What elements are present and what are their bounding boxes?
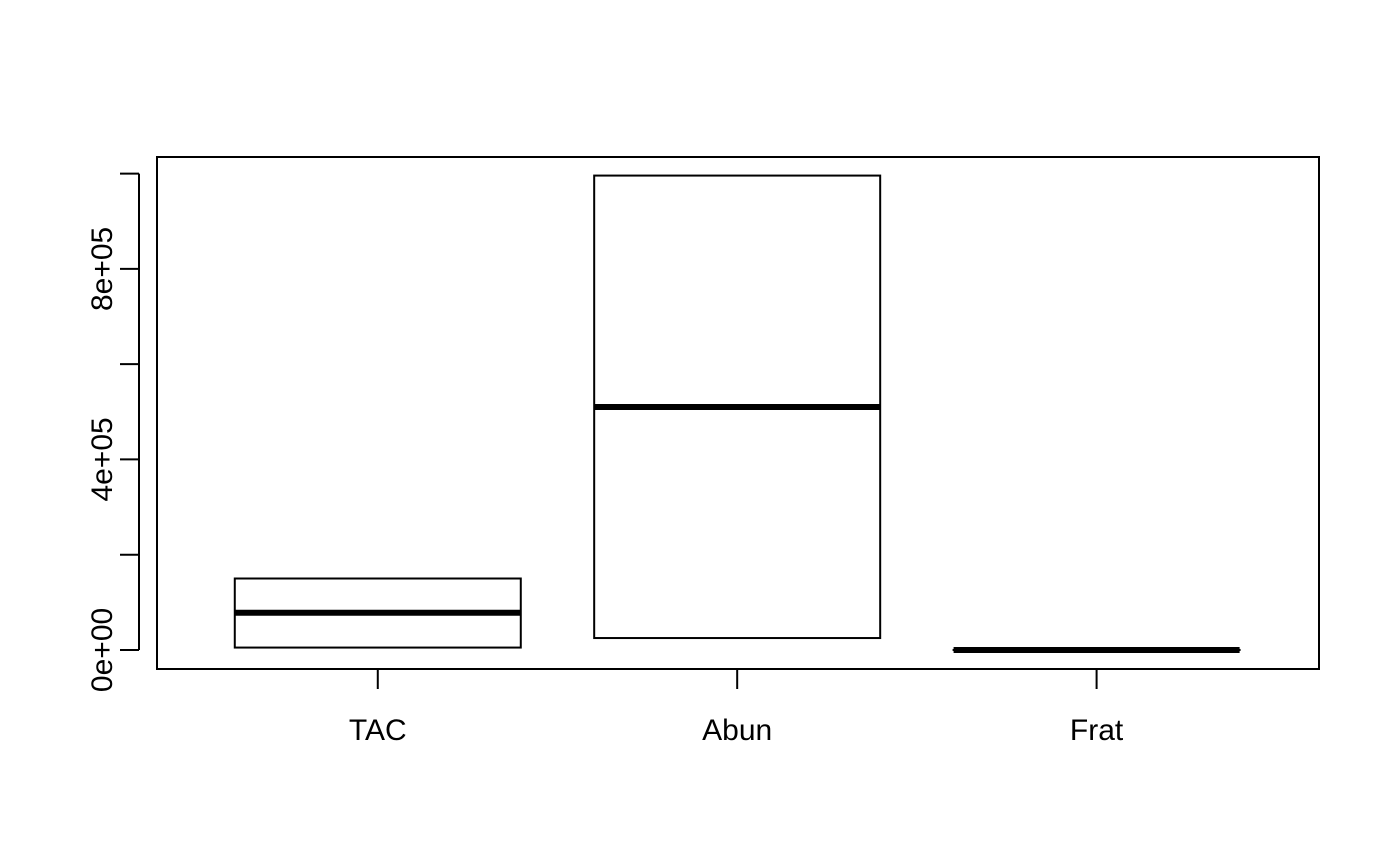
x-axis: TAC Abun Frat (349, 669, 1124, 747)
y-tick-label: 8e+05 (86, 227, 119, 311)
x-tick-label: Frat (1070, 714, 1124, 747)
y-tick-label: 4e+05 (86, 417, 119, 501)
boxes (233, 174, 1241, 653)
x-tick-label: TAC (349, 714, 407, 747)
x-tick-label: Abun (702, 714, 772, 747)
y-axis: 0e+00 4e+05 8e+05 (86, 172, 140, 692)
y-tick-label: 0e+00 (86, 608, 119, 692)
